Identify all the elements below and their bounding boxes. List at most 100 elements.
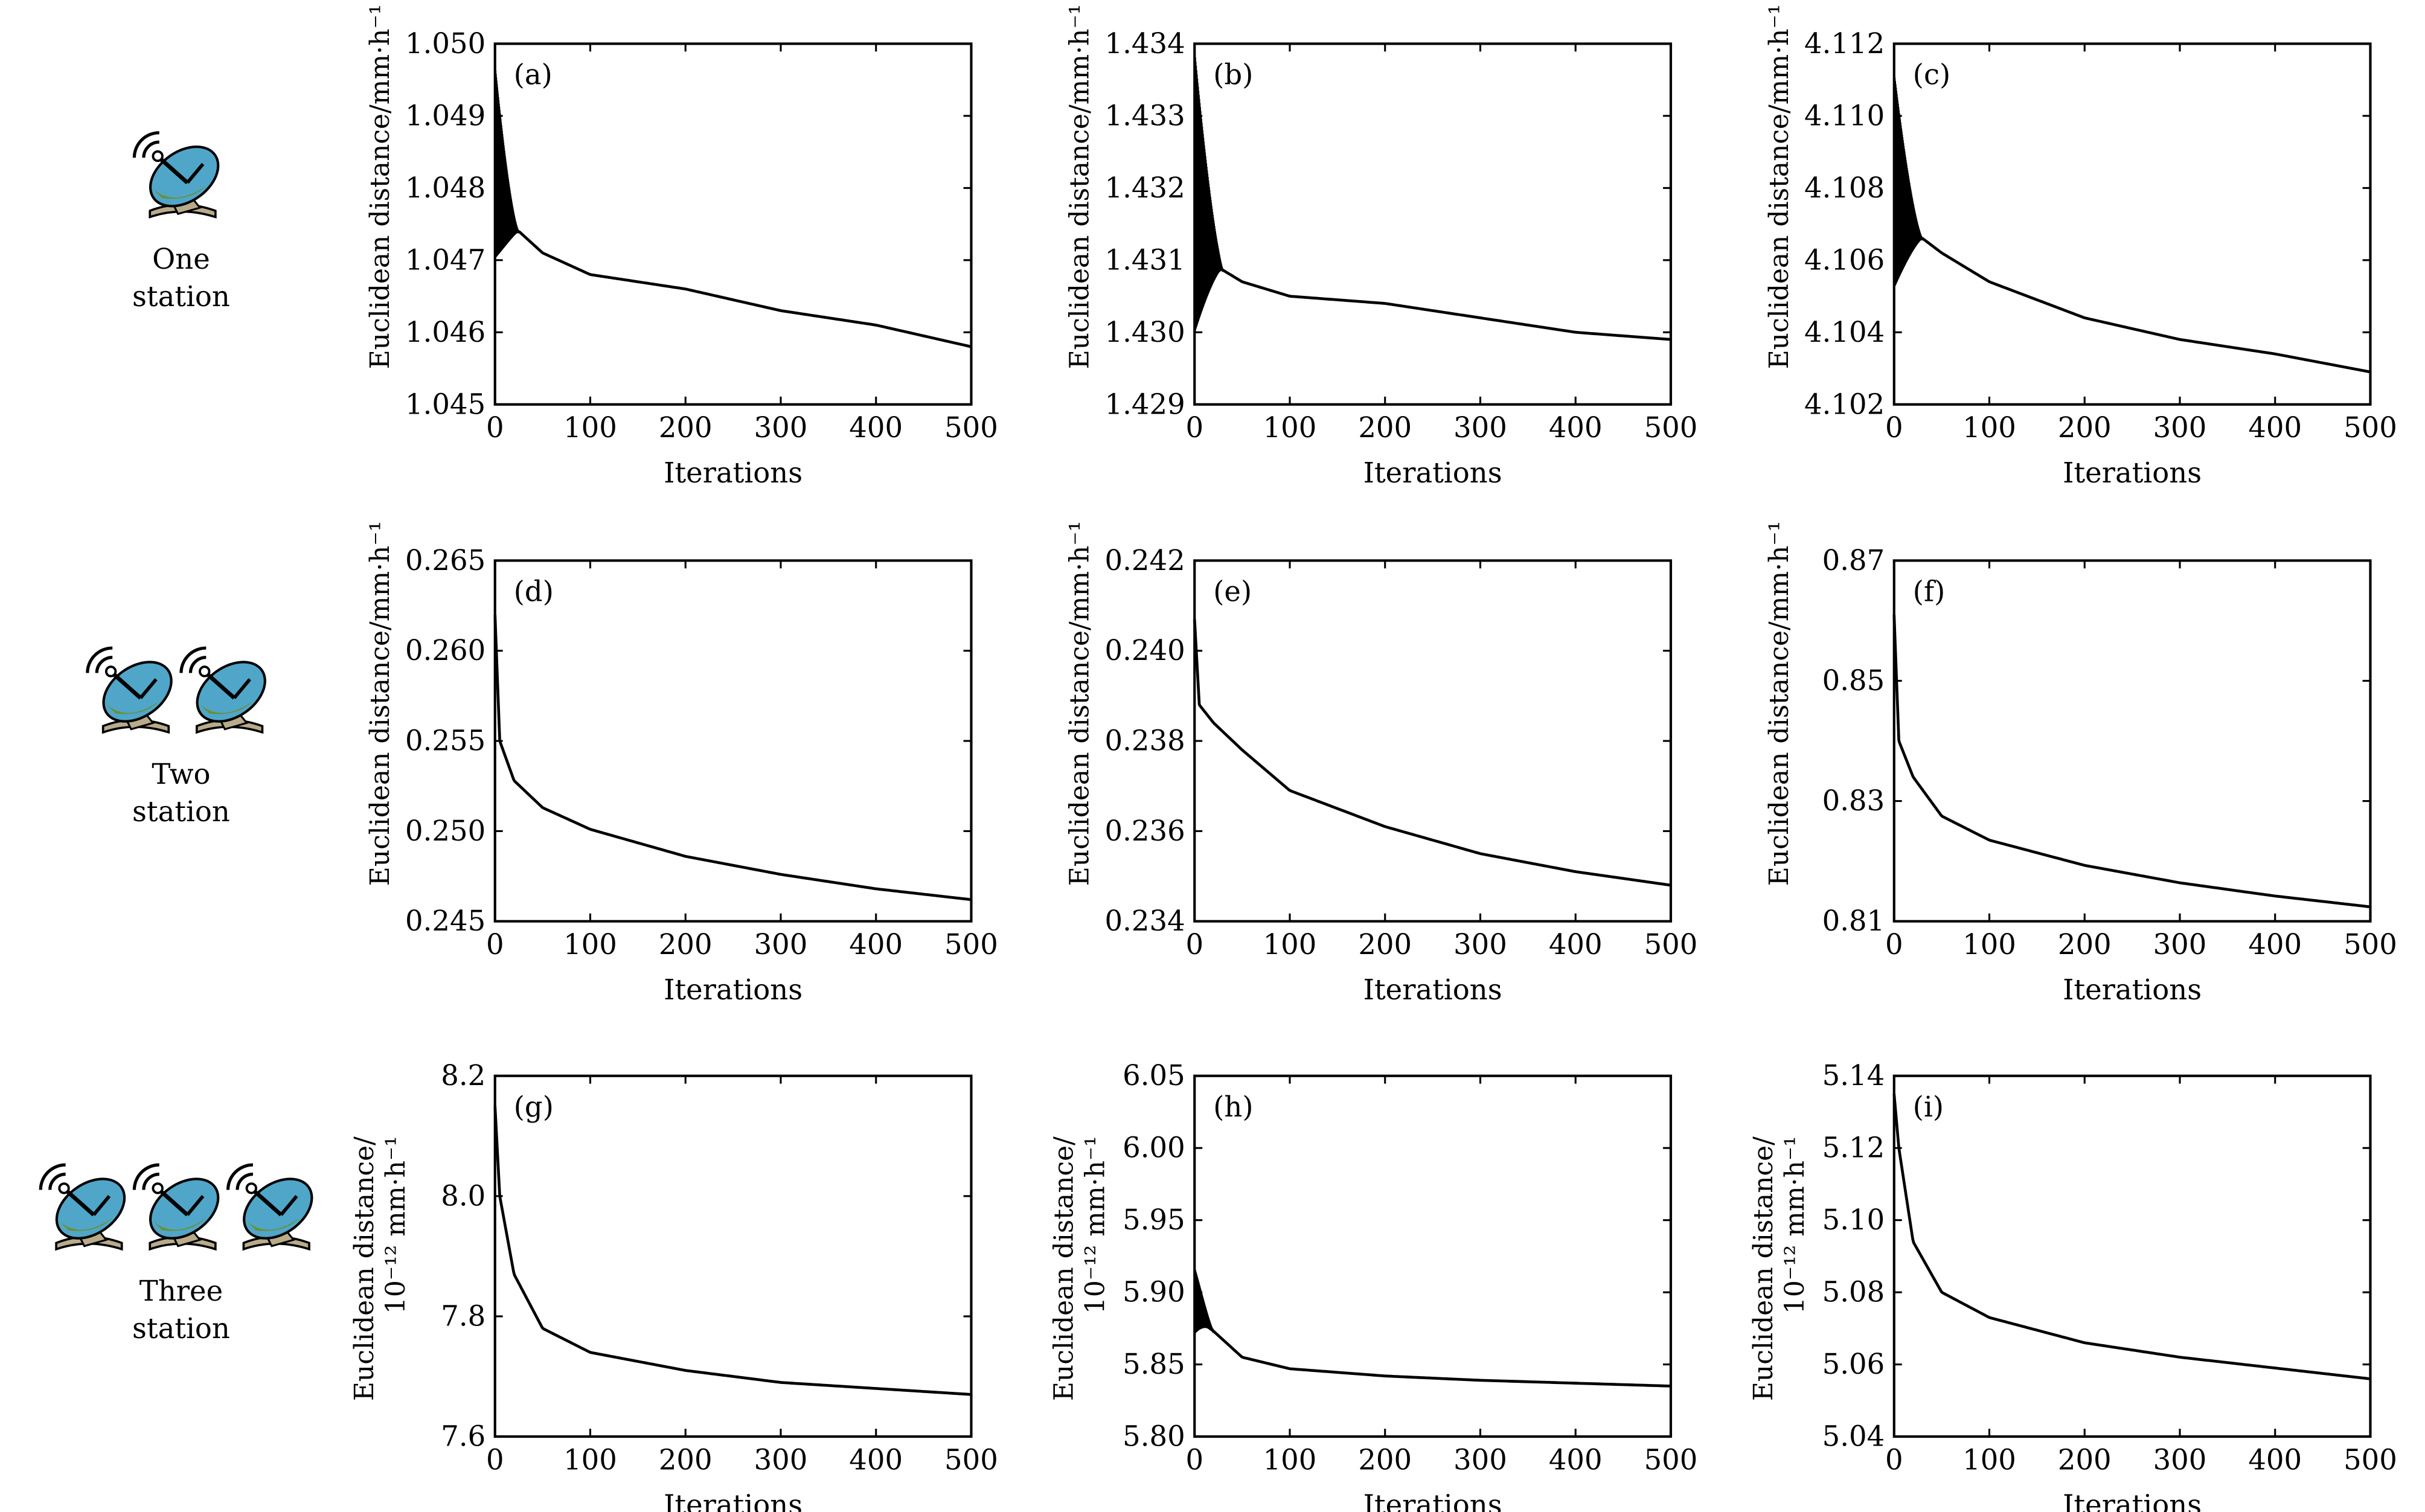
x-tick-label: 0 xyxy=(1185,1443,1203,1476)
dish-bowl-shape xyxy=(149,1177,220,1240)
panel-label: (d) xyxy=(514,575,554,608)
x-tick-label: 300 xyxy=(1453,1443,1507,1476)
signal-wave xyxy=(188,656,207,673)
dish-feed-horn xyxy=(152,150,164,162)
x-tick-label: 400 xyxy=(849,928,903,961)
x-tick-label: 100 xyxy=(1263,411,1317,444)
y-tick-label: 0.260 xyxy=(405,634,485,667)
y-axis-label-line2: 10⁻¹² mm·h⁻¹ xyxy=(1080,1136,1110,1314)
station-label-group: One station xyxy=(132,131,230,313)
chart-panel: 0 100 200 300 400 500 0.234 0.236 0.238 0.240 0.24… xyxy=(1064,521,1697,1006)
y-axis-label: Euclidean distance/mm·h⁻¹ xyxy=(1764,4,1795,370)
series-line xyxy=(1892,614,2371,909)
dish-feed-arm xyxy=(64,1188,95,1217)
chart-panel: 0 100 200 300 400 500 0.81 0.83 0.85 0.87 Iteratio… xyxy=(1764,521,2397,1006)
x-tick-label: 300 xyxy=(754,928,808,961)
x-axis-label: Iterations xyxy=(664,1488,802,1512)
y-tick-label: 0.245 xyxy=(405,905,485,937)
y-axis-label: Euclidean distance/mm·h⁻¹ xyxy=(1764,521,1795,886)
x-tick-label: 200 xyxy=(659,928,713,961)
series-line xyxy=(1193,619,1671,887)
x-tick-label: 400 xyxy=(2248,1443,2302,1476)
dish-feed-arm xyxy=(139,678,158,699)
x-axis-label: Iterations xyxy=(2063,973,2202,1006)
x-tick-label: 400 xyxy=(2248,411,2302,444)
series-line xyxy=(1892,1094,2371,1380)
y-tick-label: 1.430 xyxy=(1105,316,1185,348)
x-tick-label: 500 xyxy=(1644,411,1698,444)
x-axis-label: Iterations xyxy=(2063,1488,2202,1512)
signal-wave xyxy=(132,1163,159,1190)
x-tick-label: 500 xyxy=(1644,928,1698,961)
chart-panel: 0 100 200 300 400 500 4.102 4.104 4.106 4.108 4.11… xyxy=(1764,4,2397,489)
figure-root: One station Two station Three station 0 100 200 3… xyxy=(39,4,2397,1512)
x-tick-label: 400 xyxy=(1549,411,1603,444)
plot-frame xyxy=(1193,42,1673,406)
y-tick-label: 4.104 xyxy=(1804,316,1885,348)
dish-bowl-shape xyxy=(55,1177,126,1240)
panel-label: (a) xyxy=(514,59,553,91)
y-axis-label: Euclidean distance/mm·h⁻¹ xyxy=(365,4,396,370)
plot-frame xyxy=(493,42,973,406)
dish-feed-arm xyxy=(251,1188,283,1217)
dish-feed-horn xyxy=(104,665,117,678)
x-tick-label: 0 xyxy=(1885,411,1903,444)
station-label-line2: station xyxy=(132,795,230,828)
y-tick-label: 4.102 xyxy=(1804,388,1885,420)
dish-bowl-shape xyxy=(149,145,220,208)
dish-feed-arm xyxy=(205,671,236,700)
satellite-dish-icon xyxy=(226,1163,313,1251)
x-tick-label: 0 xyxy=(1885,1443,1903,1476)
x-tick-label: 0 xyxy=(1185,411,1203,444)
x-axis-label: Iterations xyxy=(1363,973,1502,1006)
series-line xyxy=(1193,1315,1671,1388)
y-tick-label: 0.255 xyxy=(405,725,485,757)
station-label-group: Two station xyxy=(86,646,266,828)
station-label-line2: station xyxy=(132,280,230,313)
x-tick-label: 500 xyxy=(944,411,998,444)
x-tick-label: 0 xyxy=(1885,928,1903,961)
y-tick-label: 0.250 xyxy=(405,815,485,847)
y-tick-label: 1.046 xyxy=(405,316,485,348)
signal-wave xyxy=(86,646,113,673)
dish-feed-arm xyxy=(186,162,205,184)
oscillation-series xyxy=(1893,74,1924,288)
station-label-line1: One xyxy=(152,243,210,275)
x-axis-label: Iterations xyxy=(664,456,802,489)
plot-frame xyxy=(1892,1074,2372,1438)
y-tick-label: 5.90 xyxy=(1123,1276,1185,1309)
dish-feed-horn xyxy=(199,665,211,678)
satellite-dish-icon xyxy=(86,646,173,734)
y-axis-label: Euclidean distance/mm·h⁻¹ xyxy=(365,521,396,886)
y-tick-label: 0.234 xyxy=(1105,905,1185,937)
signal-wave xyxy=(235,1173,254,1190)
x-tick-label: 200 xyxy=(659,1443,713,1476)
x-tick-label: 0 xyxy=(486,1443,504,1476)
dish-feed-arm xyxy=(232,678,251,699)
x-tick-label: 300 xyxy=(754,1443,808,1476)
x-axis-label: Iterations xyxy=(2063,456,2202,489)
chart-panel: 0 100 200 300 400 500 7.6 7.8 8.0 8.2 Iterations Eu… xyxy=(349,1059,998,1512)
station-label-line1: Three xyxy=(139,1275,223,1307)
y-tick-label: 5.06 xyxy=(1822,1348,1885,1380)
dish-bowl-shape xyxy=(102,661,173,723)
panel-label: (f) xyxy=(1913,575,1946,608)
y-tick-label: 1.431 xyxy=(1105,243,1185,276)
y-tick-label: 0.238 xyxy=(1105,725,1185,757)
x-tick-label: 500 xyxy=(944,1443,998,1476)
series-line xyxy=(1194,266,1671,341)
plot-frame xyxy=(493,1074,973,1438)
dish-feed-horn xyxy=(58,1182,70,1194)
y-tick-label: 4.106 xyxy=(1804,243,1885,276)
y-tick-label: 5.14 xyxy=(1822,1059,1885,1092)
x-tick-label: 100 xyxy=(1263,928,1317,961)
chart-panel: 0 100 200 300 400 500 1.045 1.046 1.047 1.048 1.04… xyxy=(365,4,998,489)
station-label-group: Three station xyxy=(39,1163,313,1345)
x-tick-label: 200 xyxy=(659,411,713,444)
y-tick-label: 6.00 xyxy=(1123,1132,1185,1164)
dish-ground-shape xyxy=(246,1218,300,1231)
x-tick-label: 100 xyxy=(563,1443,617,1476)
x-tick-label: 200 xyxy=(2058,1443,2112,1476)
dish-bowl-shape xyxy=(196,661,266,723)
